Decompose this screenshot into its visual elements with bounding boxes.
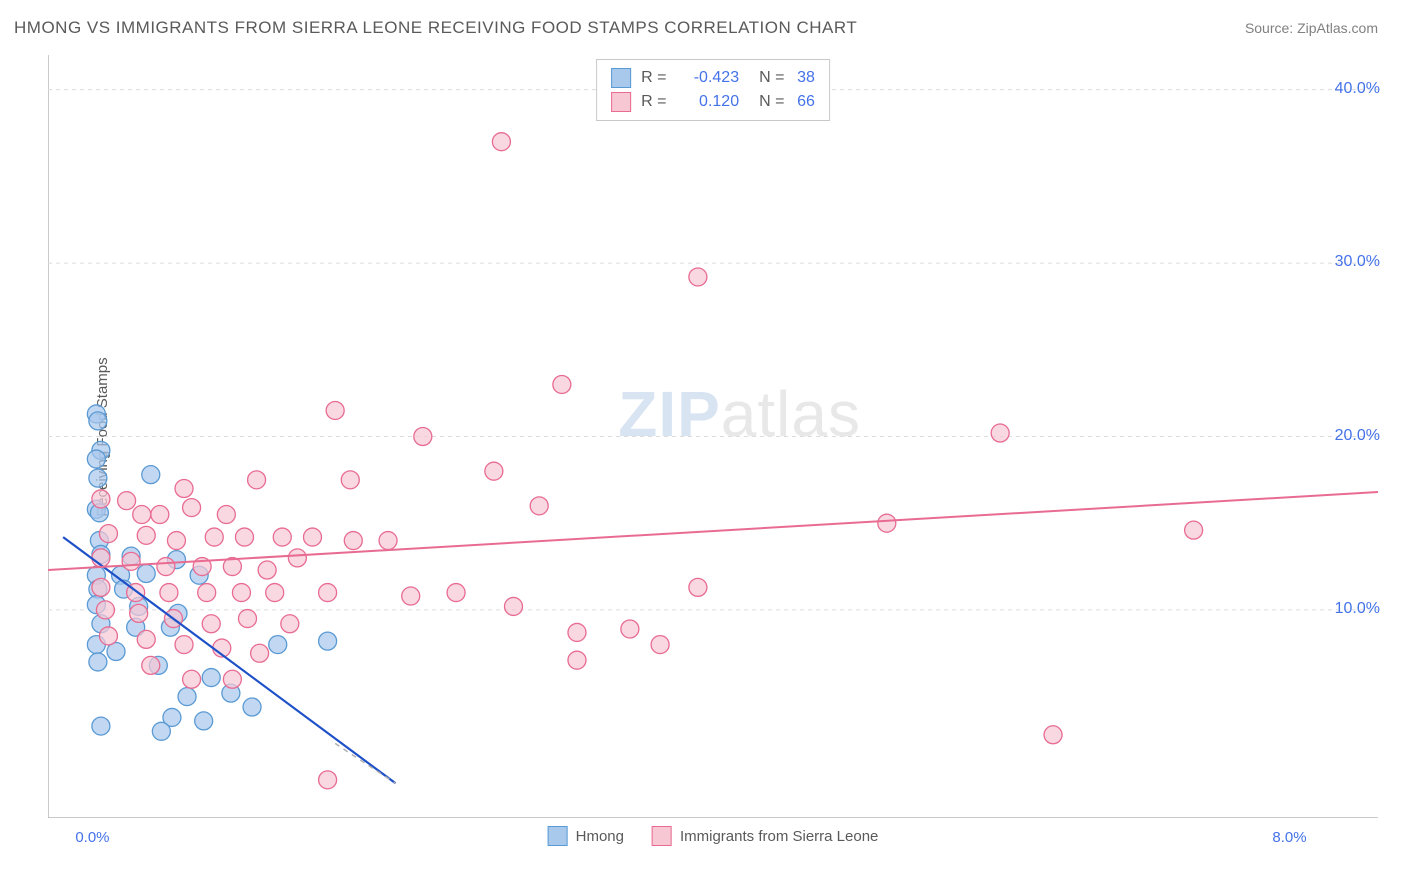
stats-legend: R = -0.423 N = 38 R = 0.120 N = 66 <box>596 59 830 121</box>
legend-item: Hmong <box>548 826 624 846</box>
chart-title: HMONG VS IMMIGRANTS FROM SIERRA LEONE RE… <box>14 18 857 38</box>
legend-swatch <box>611 68 631 88</box>
legend-swatch <box>611 92 631 112</box>
x-tick-label: 8.0% <box>1272 829 1306 846</box>
stats-legend-row: R = 0.120 N = 66 <box>611 90 815 114</box>
x-tick-label: 0.0% <box>75 829 109 846</box>
stat-n-label: N = <box>759 69 787 87</box>
series-legend: Hmong Immigrants from Sierra Leone <box>548 826 879 846</box>
stat-r-value: -0.423 <box>681 69 739 87</box>
legend-swatch <box>652 826 672 846</box>
stat-r-label: R = <box>641 69 671 87</box>
stat-r-label: R = <box>641 93 671 111</box>
y-tick-label: 20.0% <box>1335 427 1380 445</box>
y-tick-label: 30.0% <box>1335 253 1380 271</box>
legend-label: Immigrants from Sierra Leone <box>680 828 878 845</box>
plot-svg <box>48 55 1378 818</box>
source-attribution: Source: ZipAtlas.com <box>1245 20 1378 36</box>
legend-swatch <box>548 826 568 846</box>
legend-item: Immigrants from Sierra Leone <box>652 826 878 846</box>
stat-r-value: 0.120 <box>681 93 739 111</box>
stats-legend-row: R = -0.423 N = 38 <box>611 66 815 90</box>
y-tick-label: 40.0% <box>1335 80 1380 98</box>
stat-n-value: 66 <box>797 93 815 111</box>
stat-n-value: 38 <box>797 69 815 87</box>
legend-label: Hmong <box>576 828 624 845</box>
correlation-chart: Receiving Food Stamps ZIPatlas R =-0.423… <box>48 55 1378 818</box>
stat-n-label: N = <box>759 93 787 111</box>
y-tick-label: 10.0% <box>1335 600 1380 618</box>
